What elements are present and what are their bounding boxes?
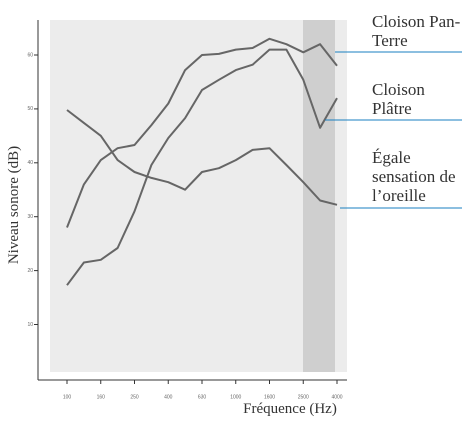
- x-axis-label: Fréquence (Hz): [243, 401, 337, 417]
- legend-label: Cloison Plâtre: [372, 80, 425, 118]
- y-tick-label: 10: [27, 322, 33, 328]
- plot-background: [50, 20, 347, 372]
- series-line: [66, 48, 338, 286]
- x-tick-label: 630: [198, 394, 207, 400]
- x-tick-label: 100: [63, 394, 72, 400]
- y-tick-label: 20: [27, 268, 33, 274]
- legend-label: Égale sensation de l’oreille: [372, 148, 456, 205]
- x-tick-label: 4000: [331, 394, 342, 400]
- x-tick-label: 1000: [230, 394, 241, 400]
- y-axis-label: Niveau sonore (dB): [6, 146, 22, 264]
- y-tick-label: 50: [27, 106, 33, 112]
- x-tick-label: 250: [130, 394, 139, 400]
- x-tick-label: 1600: [264, 394, 275, 400]
- x-tick-label: 400: [164, 394, 173, 400]
- y-tick-label: 30: [27, 214, 33, 220]
- y-tick-label: 60: [27, 52, 33, 58]
- x-tick-label: 160: [97, 394, 106, 400]
- highlight-band: [303, 20, 335, 372]
- y-tick-label: 40: [27, 160, 33, 166]
- legend-label: Cloison Pan-Terre: [372, 12, 461, 50]
- x-tick-label: 2500: [298, 394, 309, 400]
- series-line: [66, 109, 338, 206]
